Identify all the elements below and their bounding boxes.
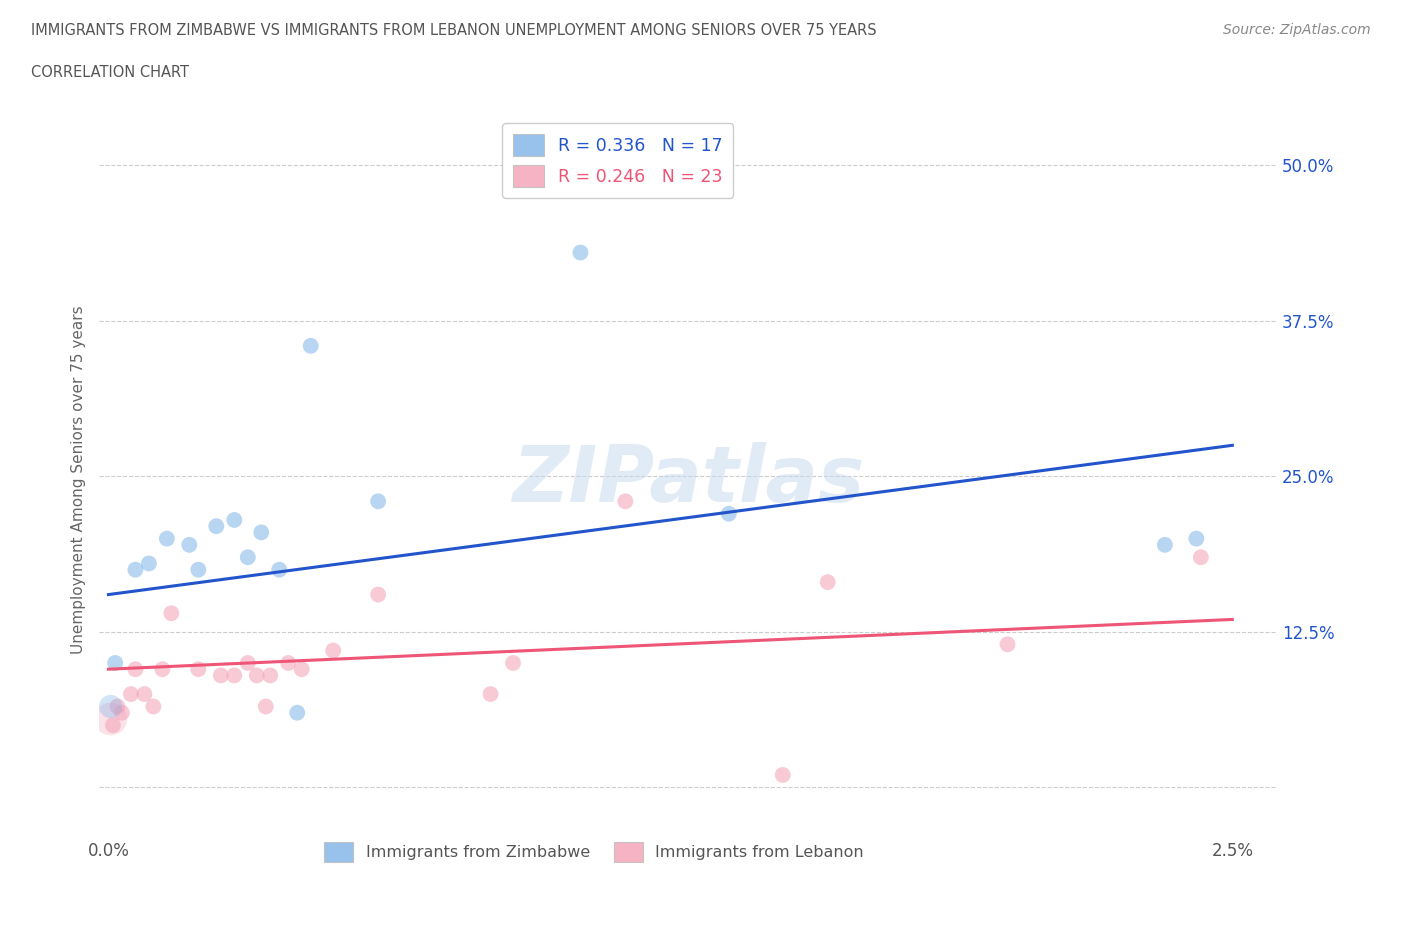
Point <box>479 686 502 701</box>
Text: ZIPatlas: ZIPatlas <box>512 442 865 517</box>
Point <box>124 563 146 578</box>
Text: CORRELATION CHART: CORRELATION CHART <box>31 65 188 80</box>
Point <box>205 519 228 534</box>
Point <box>614 494 637 509</box>
Point <box>101 718 124 733</box>
Point <box>367 494 389 509</box>
Point <box>285 705 308 720</box>
Point <box>120 686 142 701</box>
Point <box>100 699 122 714</box>
Point <box>142 699 165 714</box>
Point <box>367 587 389 602</box>
Point <box>250 525 273 539</box>
Text: Source: ZipAtlas.com: Source: ZipAtlas.com <box>1223 23 1371 37</box>
Point <box>224 668 246 683</box>
Point <box>107 699 129 714</box>
Point <box>569 246 592 260</box>
Point <box>209 668 232 683</box>
Point <box>100 711 122 726</box>
Point <box>156 531 179 546</box>
Y-axis label: Unemployment Among Seniors over 75 years: Unemployment Among Seniors over 75 years <box>72 305 86 654</box>
Point <box>291 662 314 677</box>
Point <box>1189 550 1212 565</box>
Legend: Immigrants from Zimbabwe, Immigrants from Lebanon: Immigrants from Zimbabwe, Immigrants fro… <box>318 835 870 869</box>
Point <box>236 656 259 671</box>
Point <box>277 656 299 671</box>
Text: IMMIGRANTS FROM ZIMBABWE VS IMMIGRANTS FROM LEBANON UNEMPLOYMENT AMONG SENIORS O: IMMIGRANTS FROM ZIMBABWE VS IMMIGRANTS F… <box>31 23 876 38</box>
Point <box>772 767 794 782</box>
Point <box>124 662 146 677</box>
Point <box>259 668 281 683</box>
Point <box>224 512 246 527</box>
Point <box>254 699 277 714</box>
Point <box>187 662 209 677</box>
Point <box>160 605 183 620</box>
Point <box>246 668 269 683</box>
Point <box>717 506 740 521</box>
Point <box>299 339 322 353</box>
Point <box>111 705 134 720</box>
Point <box>502 656 524 671</box>
Point <box>269 563 291 578</box>
Point <box>104 656 127 671</box>
Point <box>322 644 344 658</box>
Point <box>138 556 160 571</box>
Point <box>1154 538 1177 552</box>
Point <box>1185 531 1208 546</box>
Point <box>997 637 1019 652</box>
Point <box>236 550 259 565</box>
Point <box>187 563 209 578</box>
Point <box>179 538 201 552</box>
Point <box>150 662 173 677</box>
Point <box>134 686 156 701</box>
Point <box>817 575 839 590</box>
